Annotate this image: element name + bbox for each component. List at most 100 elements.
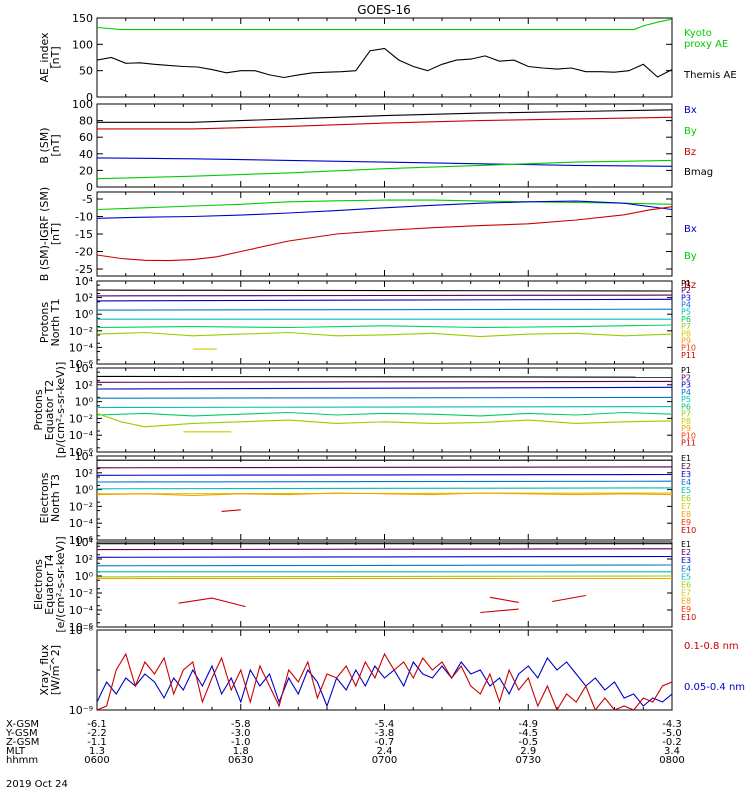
y-tick-label: -10 (75, 211, 93, 224)
series-e2 (97, 466, 672, 469)
series-bmag (97, 109, 672, 123)
legend-entry: P1 (681, 279, 691, 288)
y-tick-label: 150 (72, 12, 93, 25)
legend-entry: E10 (681, 613, 696, 622)
series-e7 (97, 492, 672, 497)
legend-entry: 0.1-0.8 nm (684, 641, 739, 652)
y-axis-label: Xray_flux (38, 644, 51, 696)
series-by (97, 159, 672, 180)
y-axis-label: [nT] (49, 223, 62, 245)
legend-entry: E9 (681, 605, 691, 614)
series-p2 (97, 380, 672, 383)
legend-entry: By (684, 251, 697, 262)
y-axis-label: Protons (38, 302, 51, 343)
series-e6 (97, 575, 672, 578)
legend-entry: E1 (681, 540, 691, 549)
legend-entry: E4 (681, 564, 691, 573)
legend-entry: Themis AE (683, 70, 737, 81)
legend-entry: E8 (681, 510, 691, 519)
legend-entry: By (684, 126, 697, 137)
legend-entry: P7 (681, 322, 691, 331)
footer-value: 2.9 (520, 746, 536, 757)
panel-bigrf: -25 -20 -15 -10 -5 B (SM)-IGRF (SM)[nT] Bx By Bz (38, 187, 697, 291)
footer-row-label: X-GSM (6, 719, 39, 730)
y-tick-label: -5 (82, 193, 93, 206)
series-0-1-0-8-nm (97, 652, 672, 710)
legend-entry: P5 (681, 395, 691, 404)
series-bz (97, 116, 672, 130)
y-tick-label: 60 (79, 131, 93, 144)
legend-entry: P6 (681, 315, 691, 324)
series-p7 (97, 412, 672, 428)
footer-value: -4.3 (662, 719, 682, 730)
footer-value: -5.4 (375, 719, 395, 730)
series-e9c (480, 608, 519, 614)
legend-entry: E2 (681, 462, 691, 471)
legend-entry: E7 (681, 502, 691, 511)
date-label: 2019 Oct 24 (6, 779, 68, 790)
footer-value: 0730 (516, 755, 541, 766)
footer-value: 1.8 (233, 746, 249, 757)
footer-value: -1.0 (231, 737, 251, 748)
panel-frame (96, 103, 673, 188)
series-p7 (97, 331, 672, 338)
legend-entry: Bz (684, 280, 696, 291)
y-axis-label: AE_index (38, 32, 51, 83)
y-axis-label: North T1 (49, 299, 62, 347)
legend-entry: P11 (681, 351, 696, 360)
series-p6 (97, 324, 672, 329)
y-tick-label: 10⁰ (75, 308, 94, 321)
legend-entry: E2 (681, 548, 691, 557)
footer-value: 3.4 (664, 746, 680, 757)
legend-entry: E3 (681, 470, 691, 479)
y-axis-label: Electrons (38, 472, 51, 523)
panel-frame (96, 280, 673, 365)
legend-entry: P11 (681, 439, 696, 448)
y-tick-label: -20 (75, 246, 93, 259)
legend-entry: E6 (681, 581, 691, 590)
y-axis-label: [e/(cm²-s-sr-keV)] (54, 536, 67, 632)
footer-value: 0700 (372, 755, 397, 766)
y-tick-label: 10² (75, 379, 93, 392)
y-tick-label: 10⁻⁶ (69, 446, 94, 459)
series-e9d (552, 594, 586, 603)
legend-entry: E5 (681, 572, 691, 581)
series-p2 (97, 294, 672, 297)
footer-value: -3.8 (375, 728, 395, 739)
panel-frame (96, 367, 673, 453)
legend-entry: Bx (684, 224, 697, 235)
y-tick-label: 10² (75, 467, 93, 480)
y-tick-label: 10² (75, 553, 93, 566)
footer-row-label: Z-GSM (6, 737, 39, 748)
legend-entry: P4 (681, 388, 691, 397)
legend-entry: P2 (681, 286, 691, 295)
y-axis-label: Equator T2 (43, 380, 56, 440)
legend-entry: E10 (681, 526, 696, 535)
footer-value: -0.7 (375, 737, 395, 748)
y-tick-label: 100 (72, 38, 93, 51)
footer-value: -2.2 (87, 728, 107, 739)
y-tick-label: 10⁰ (75, 570, 94, 583)
footer-row-label: Y-GSM (5, 728, 38, 739)
y-tick-label: 10⁻² (69, 500, 93, 513)
footer-value: 2.4 (377, 746, 393, 757)
series-bx (97, 200, 672, 219)
y-tick-label: 10⁴ (75, 536, 94, 549)
y-axis-label: North T3 (49, 474, 62, 522)
footer-value: -3.0 (231, 728, 251, 739)
y-tick-label: 0 (86, 181, 93, 194)
series-kyoto-proxy-ae (97, 18, 672, 31)
y-tick-label: 10⁻² (69, 412, 93, 425)
y-tick-label: 10⁻⁶ (69, 621, 94, 634)
footer-value: -0.2 (662, 737, 682, 748)
y-tick-label: -25 (75, 263, 93, 276)
y-tick-label: 0 (86, 91, 93, 104)
y-axis-label: Protons (32, 389, 45, 430)
series-p5 (97, 406, 672, 409)
y-axis-label: [nT] (49, 46, 62, 68)
y-tick-label: 10⁴ (75, 450, 94, 463)
